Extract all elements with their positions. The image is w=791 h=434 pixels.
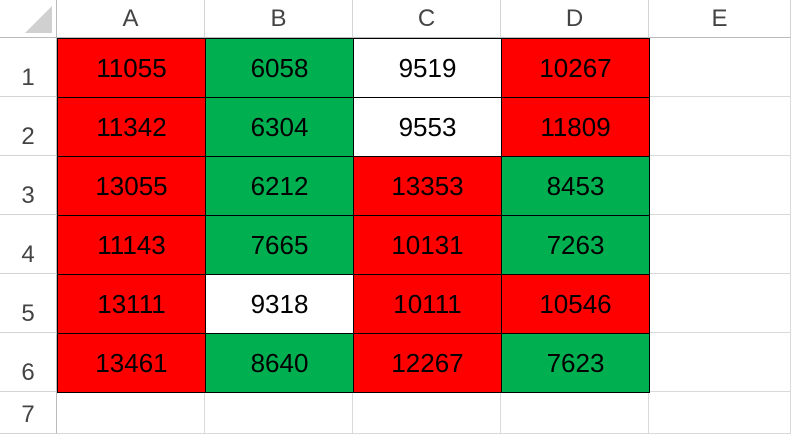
cell[interactable]: 10111 (353, 274, 502, 334)
row-header[interactable]: 7 (0, 392, 57, 434)
cell[interactable]: 10546 (501, 274, 650, 334)
corner-triangle (25, 6, 52, 33)
column-header[interactable]: B (205, 0, 353, 38)
cell[interactable]: 13353 (353, 156, 502, 216)
row-header[interactable]: 5 (0, 274, 57, 333)
cell[interactable]: 13461 (57, 333, 206, 393)
cell[interactable]: 6058 (205, 38, 354, 98)
cell[interactable]: 8453 (501, 156, 650, 216)
row-header[interactable]: 3 (0, 156, 57, 215)
cell[interactable]: 10131 (353, 215, 502, 275)
column-header[interactable]: D (501, 0, 649, 38)
cell[interactable]: 7623 (501, 333, 650, 393)
row-header[interactable]: 1 (0, 38, 57, 97)
cell[interactable]: 10267 (501, 38, 650, 98)
row-header[interactable]: 4 (0, 215, 57, 274)
cell[interactable]: 13111 (57, 274, 206, 334)
select-all-corner[interactable] (0, 0, 57, 38)
column-header[interactable]: E (649, 0, 791, 38)
cell[interactable]: 7665 (205, 215, 354, 275)
cell[interactable]: 9318 (205, 274, 354, 334)
cell[interactable]: 6304 (205, 97, 354, 157)
cell[interactable]: 11055 (57, 38, 206, 98)
cell[interactable]: 9553 (353, 97, 502, 157)
column-header[interactable]: A (57, 0, 205, 38)
cell[interactable]: 13055 (57, 156, 206, 216)
cell[interactable]: 12267 (353, 333, 502, 393)
row-header[interactable]: 2 (0, 97, 57, 156)
cell[interactable]: 11809 (501, 97, 650, 157)
cell[interactable]: 8640 (205, 333, 354, 393)
row-header[interactable]: 6 (0, 333, 57, 392)
cell[interactable]: 11342 (57, 97, 206, 157)
cell[interactable]: 7263 (501, 215, 650, 275)
cell[interactable]: 11143 (57, 215, 206, 275)
cell[interactable]: 9519 (353, 38, 502, 98)
cell[interactable]: 6212 (205, 156, 354, 216)
column-header[interactable]: C (353, 0, 501, 38)
